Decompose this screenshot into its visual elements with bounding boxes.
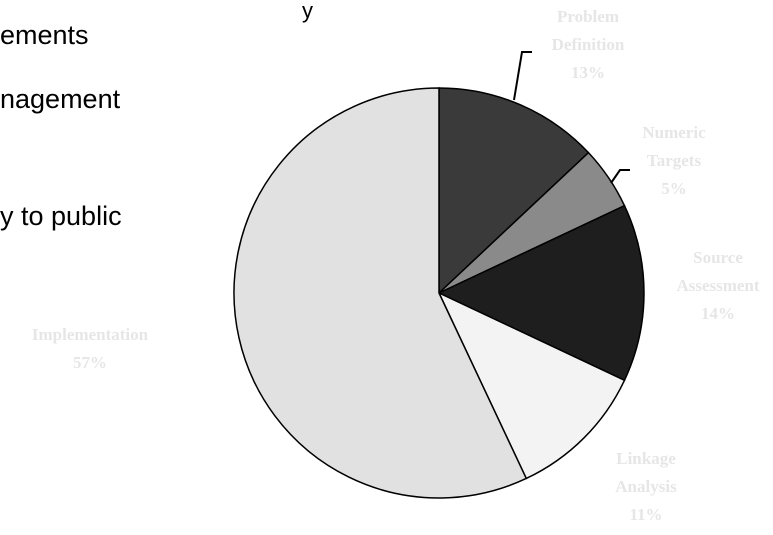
leader-lines (513, 51, 630, 184)
leader-line (513, 51, 532, 101)
pie-slice (438, 87, 590, 295)
slice-percent-label: 14% (701, 304, 735, 323)
slide-text-line: y (302, 0, 313, 23)
slice-percent-label: 5% (661, 179, 687, 198)
slice-labels: Problem Definition 13% Numeric Targets 5% Sour… (32, 7, 760, 524)
slice-name-label: Definition (552, 35, 625, 54)
slice-name-label: Implementation (32, 325, 149, 344)
pie-slice (437, 204, 645, 382)
slice-percent-label: 57% (73, 353, 107, 372)
slice-name-label: Linkage (616, 449, 676, 468)
slide-text-line: y to public (0, 201, 122, 231)
slice-percent-label: 13% (571, 63, 605, 82)
pie-slices (233, 87, 645, 499)
slice-name-label: Numeric (642, 123, 706, 142)
slice-name-label: Assessment (676, 276, 759, 295)
pie-slice (233, 87, 528, 499)
slide-text-line: ements (0, 20, 89, 50)
slice-name-label: Targets (647, 151, 702, 170)
leader-line (610, 169, 630, 184)
slice-name-label: Source (693, 248, 743, 267)
pie-slice (437, 291, 626, 480)
slice-name-label: Problem (557, 7, 619, 26)
slide-text-line: nagement (0, 84, 121, 114)
slice-name-label: Analysis (615, 477, 677, 496)
slice-percent-label: 11% (629, 505, 662, 524)
